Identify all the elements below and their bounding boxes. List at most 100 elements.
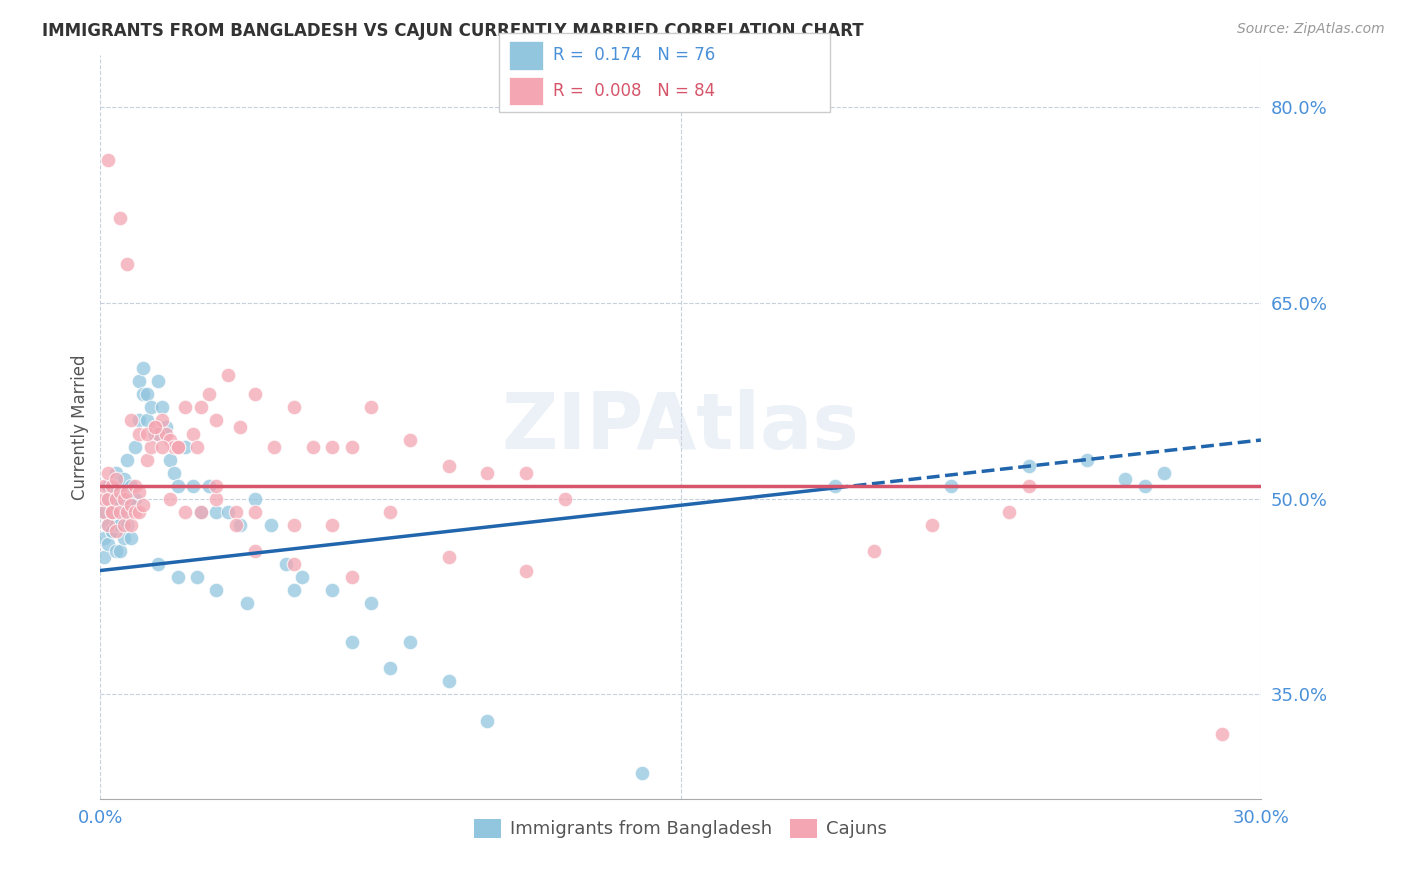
Point bbox=[380, 661, 402, 675]
Point bbox=[1018, 459, 1040, 474]
Point bbox=[321, 440, 343, 454]
Point bbox=[243, 505, 266, 519]
Point bbox=[108, 485, 131, 500]
Point bbox=[477, 714, 499, 728]
Point bbox=[93, 491, 115, 506]
Point bbox=[108, 211, 131, 226]
Point bbox=[243, 491, 266, 506]
Point bbox=[135, 426, 157, 441]
Point bbox=[101, 505, 124, 519]
Point bbox=[135, 387, 157, 401]
Point bbox=[93, 479, 115, 493]
Point bbox=[243, 544, 266, 558]
Point bbox=[120, 517, 142, 532]
Point bbox=[101, 524, 124, 539]
Point bbox=[117, 505, 139, 519]
Legend: Immigrants from Bangladesh, Cajuns: Immigrants from Bangladesh, Cajuns bbox=[467, 812, 894, 846]
Point bbox=[166, 440, 188, 454]
Point bbox=[108, 505, 131, 519]
Point bbox=[97, 517, 120, 532]
Point bbox=[437, 459, 460, 474]
Point bbox=[186, 570, 208, 584]
Point bbox=[93, 505, 115, 519]
Point bbox=[225, 517, 247, 532]
Point bbox=[93, 531, 115, 545]
Point bbox=[190, 401, 212, 415]
Point bbox=[117, 485, 139, 500]
Point bbox=[120, 498, 142, 512]
Point bbox=[159, 491, 181, 506]
Point bbox=[150, 440, 173, 454]
Point bbox=[143, 420, 166, 434]
Point bbox=[148, 426, 170, 441]
Point bbox=[120, 479, 142, 493]
Point bbox=[117, 517, 139, 532]
Point bbox=[283, 557, 305, 571]
Point bbox=[398, 635, 420, 649]
Point bbox=[174, 401, 197, 415]
Point bbox=[139, 401, 162, 415]
Point bbox=[190, 505, 212, 519]
Point bbox=[228, 420, 250, 434]
Point bbox=[132, 387, 155, 401]
Point bbox=[120, 531, 142, 545]
Point bbox=[217, 505, 239, 519]
Point bbox=[97, 537, 120, 551]
Point bbox=[941, 479, 963, 493]
Point bbox=[128, 505, 150, 519]
Point bbox=[132, 498, 155, 512]
Text: Source: ZipAtlas.com: Source: ZipAtlas.com bbox=[1237, 22, 1385, 37]
Point bbox=[104, 491, 127, 506]
Point bbox=[274, 557, 297, 571]
Point bbox=[205, 491, 228, 506]
Point bbox=[117, 491, 139, 506]
Point bbox=[97, 479, 120, 493]
Point bbox=[112, 531, 135, 545]
Point bbox=[117, 257, 139, 271]
Point bbox=[120, 498, 142, 512]
Point bbox=[205, 479, 228, 493]
Point bbox=[340, 635, 363, 649]
Point bbox=[998, 505, 1021, 519]
Point bbox=[236, 596, 259, 610]
Point bbox=[863, 544, 886, 558]
Point bbox=[166, 440, 188, 454]
Point bbox=[139, 440, 162, 454]
Point bbox=[1153, 466, 1175, 480]
Point bbox=[321, 583, 343, 598]
Point bbox=[477, 466, 499, 480]
Point bbox=[437, 550, 460, 565]
Point bbox=[104, 472, 127, 486]
Point bbox=[155, 420, 177, 434]
Point bbox=[166, 570, 188, 584]
Point bbox=[108, 479, 131, 493]
Point bbox=[101, 479, 124, 493]
Point bbox=[515, 564, 537, 578]
Y-axis label: Currently Married: Currently Married bbox=[72, 354, 89, 500]
Point bbox=[1114, 472, 1136, 486]
Point bbox=[217, 368, 239, 382]
Point bbox=[124, 440, 146, 454]
Point bbox=[824, 479, 846, 493]
Point bbox=[128, 374, 150, 388]
Point bbox=[93, 505, 115, 519]
Point bbox=[283, 583, 305, 598]
Point bbox=[283, 517, 305, 532]
Point bbox=[101, 505, 124, 519]
Point bbox=[150, 413, 173, 427]
Point bbox=[155, 426, 177, 441]
Point bbox=[1076, 452, 1098, 467]
Point bbox=[159, 433, 181, 447]
Point bbox=[181, 426, 204, 441]
Point bbox=[290, 570, 312, 584]
Point bbox=[97, 517, 120, 532]
Point bbox=[197, 387, 219, 401]
Point bbox=[554, 491, 576, 506]
Point bbox=[124, 491, 146, 506]
Point bbox=[101, 505, 124, 519]
Point bbox=[283, 401, 305, 415]
Point bbox=[243, 387, 266, 401]
Point bbox=[163, 466, 186, 480]
Point bbox=[108, 517, 131, 532]
Point bbox=[148, 557, 170, 571]
